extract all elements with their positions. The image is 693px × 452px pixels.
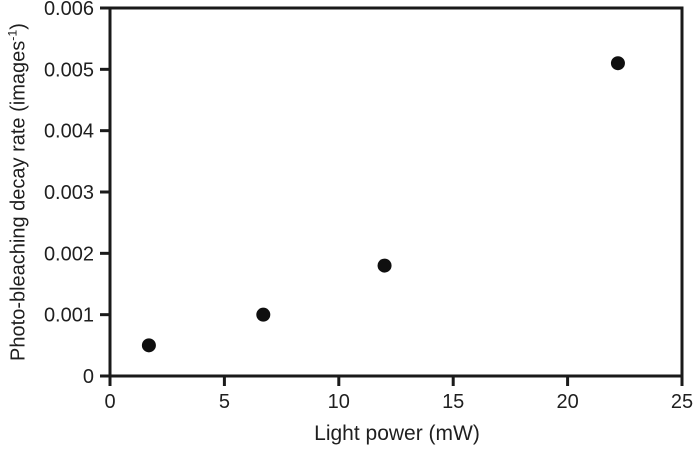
y-axis-title: Photo-bleaching decay rate (images-1) [6, 23, 31, 361]
data-point [377, 258, 392, 273]
y-axis-title-text: Photo-bleaching decay rate (images [7, 40, 30, 361]
data-point [256, 307, 271, 322]
y-tick-label: 0.002 [44, 243, 94, 265]
x-tick-label: 20 [556, 391, 578, 413]
y-tick-label: 0.005 [44, 59, 94, 81]
y-tick-label: 0.006 [44, 0, 94, 20]
y-tick-label: 0.003 [44, 182, 94, 204]
y-tick-label: 0.001 [44, 305, 94, 327]
plot-frame [108, 6, 684, 378]
y-tick-label: 0.004 [44, 121, 94, 143]
x-tick-label: 10 [328, 391, 350, 413]
y-axis-title-close-paren: ) [7, 23, 30, 30]
x-tick-label: 0 [104, 391, 115, 413]
x-tick-label: 25 [671, 391, 693, 413]
y-tick-label: 0 [83, 366, 94, 388]
x-tick-label: 15 [442, 391, 464, 413]
x-axis-title: Light power (mW) [314, 422, 480, 445]
data-point [141, 338, 156, 353]
y-axis-title-superscript: -1 [5, 29, 20, 41]
x-tick-label: 5 [219, 391, 230, 413]
data-point [610, 56, 625, 71]
